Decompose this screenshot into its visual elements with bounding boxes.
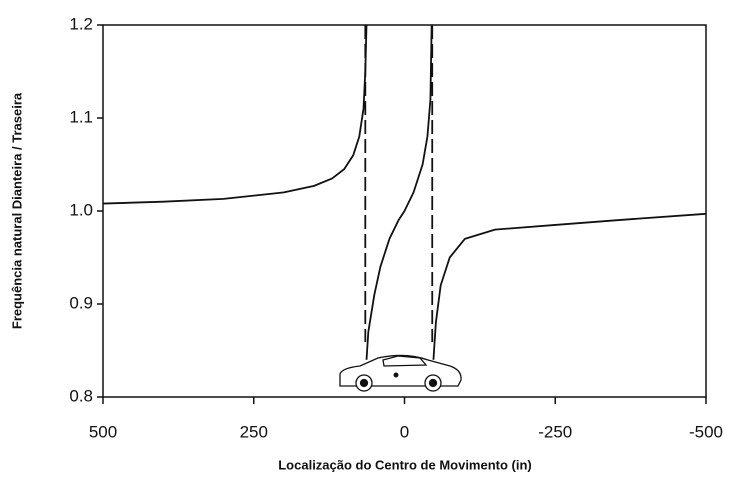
y-tick-label: 1.2 <box>69 14 93 33</box>
y-tick-label: 0.8 <box>69 386 93 405</box>
y-tick-label: 0.9 <box>69 293 93 312</box>
x-tick-label: -500 <box>689 422 723 441</box>
car-icon <box>340 355 461 391</box>
line-series <box>433 214 706 360</box>
x-tick-label: 250 <box>240 422 268 441</box>
x-axis-title: Localização do Centro de Movimento (in) <box>278 457 532 472</box>
chart: Localização do Centro de Movimento (in) … <box>0 0 731 479</box>
x-tick-label: -250 <box>538 422 572 441</box>
x-tick-label: 500 <box>89 422 117 441</box>
y-tick-label: 1.1 <box>69 107 93 126</box>
line-series <box>367 25 432 360</box>
y-tick-label: 1.0 <box>69 200 93 219</box>
line-series <box>103 25 367 204</box>
y-axis-title: Frequência natural Dianteira / Traseira <box>9 92 24 329</box>
x-tick-label: 0 <box>400 422 409 441</box>
